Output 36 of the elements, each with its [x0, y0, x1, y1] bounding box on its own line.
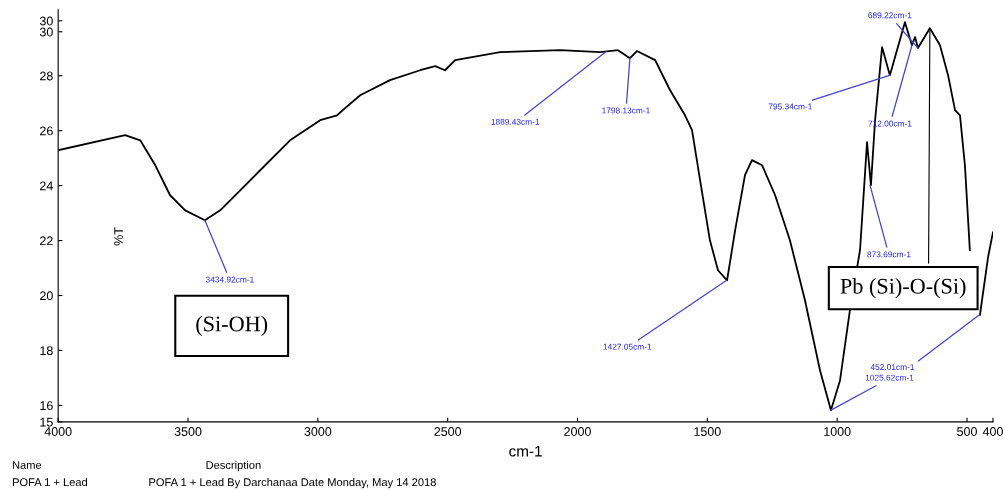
x-tick-label: 2000	[564, 427, 591, 436]
y-tick-label: 18	[40, 346, 53, 356]
x-tick-label: 1000	[824, 427, 851, 436]
text: Name	[12, 461, 42, 469]
y-axis-title: %T	[114, 227, 123, 246]
x-tick-label: 500	[957, 427, 977, 436]
x-tick-label: 3000	[304, 427, 332, 436]
y-tick-label: 26	[40, 126, 53, 136]
y-tick-label: 24	[40, 181, 53, 191]
annotation: 1798.13cm-1	[602, 107, 650, 114]
y-tick-label: 20	[40, 291, 53, 301]
x-tick-label: 3500	[174, 427, 202, 436]
y-tick-label: 28	[40, 71, 53, 81]
y-tick-label: 15	[40, 417, 53, 427]
annotation: 689.22cm-1	[868, 12, 912, 19]
y-tick-label: 30	[39, 27, 53, 37]
annotation: 1427.05cm-1	[603, 343, 652, 350]
x-tick-label: 4000	[44, 427, 72, 436]
annotation: 1025.62cm-1	[865, 374, 914, 381]
y-tick-label: 22	[40, 236, 53, 246]
x-tick-label: 400	[982, 427, 1003, 436]
x-axis-title: cm-1	[509, 445, 542, 457]
y-tick-label: 30	[39, 16, 53, 26]
annotation: Pb (Si)-O-(Si)	[840, 278, 966, 299]
y-tick-label: 16	[40, 401, 53, 411]
annotation: 1889.43cm-1	[491, 118, 540, 125]
text: POFA 1 + Lead By Darchanaa Date Monday, May 14 2018	[149, 477, 436, 489]
x-tick-label: 2500	[434, 427, 462, 436]
x-tick-label: 1500	[694, 427, 721, 436]
annotation: (Si-OH)	[196, 315, 268, 336]
text: POFA 1 + Lead	[12, 477, 87, 487]
text: Description	[206, 460, 261, 472]
annotation: 3434.92cm-1	[205, 276, 254, 283]
annotation: 795.34cm-1	[768, 103, 812, 110]
annotation: 873.69cm-1	[867, 251, 911, 258]
annotation: 452.01cm-1	[870, 364, 915, 370]
